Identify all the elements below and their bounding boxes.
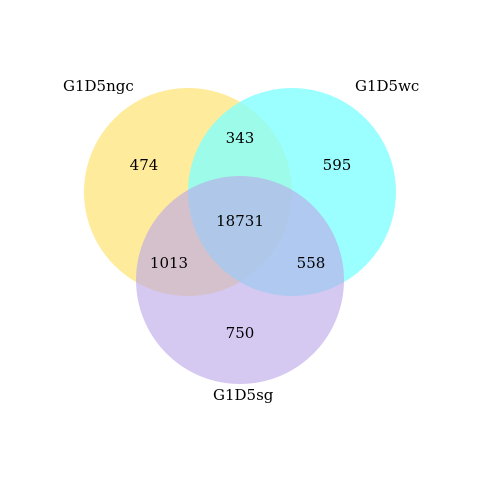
set-circle-g1d5sg xyxy=(136,176,344,384)
set-label-g1d5wc: G1D5wc xyxy=(355,77,419,95)
set-label-g1d5sg: G1D5sg xyxy=(213,386,274,404)
count-g1d5ngc-only: 474 xyxy=(130,156,159,174)
count-all-three: 18731 xyxy=(216,212,264,230)
set-label-g1d5ngc: G1D5ngc xyxy=(63,77,134,95)
count-g1d5ngc-g1d5sg: 1013 xyxy=(150,254,188,272)
count-g1d5sg-only: 750 xyxy=(226,324,255,342)
count-g1d5wc-g1d5sg: 558 xyxy=(297,254,326,272)
count-g1d5wc-only: 595 xyxy=(323,156,352,174)
count-g1d5ngc-g1d5wc: 343 xyxy=(226,129,255,147)
